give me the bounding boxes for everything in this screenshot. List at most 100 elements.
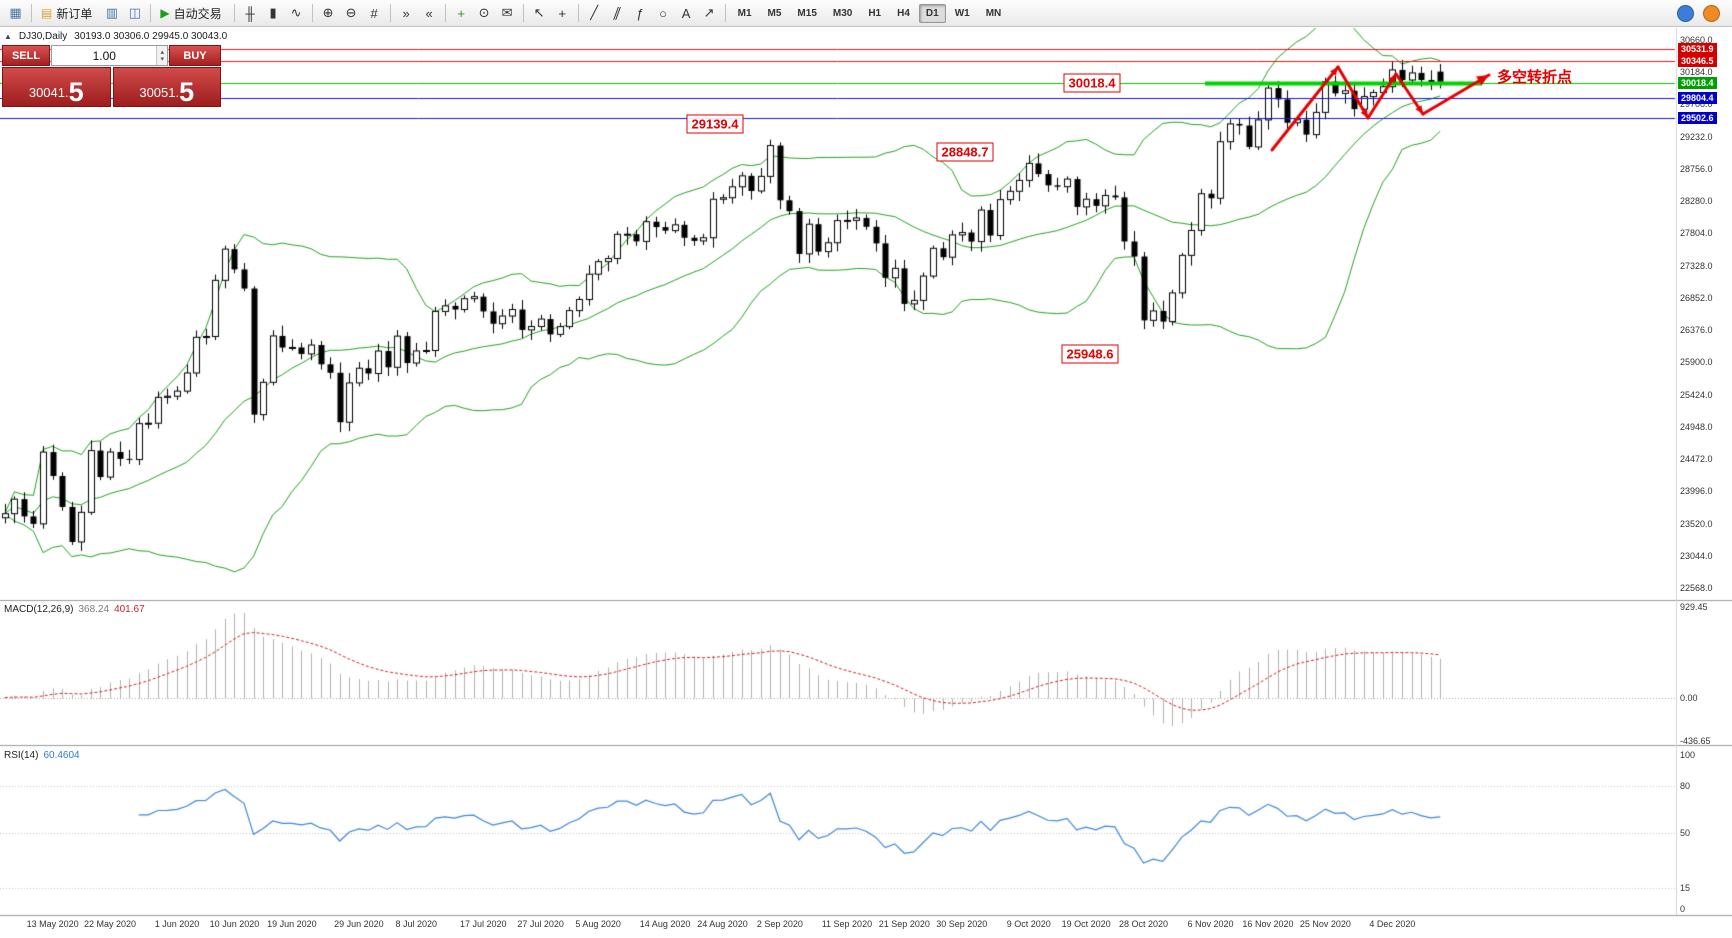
fibonacci-icon-glyph-icon: ƒ: [636, 5, 644, 21]
price-callout: 28848.7: [936, 142, 994, 162]
channel-icon-glyph-icon: ∥: [611, 5, 624, 20]
toolbar: ▦ ▤ 新订单 ▥ ◫ ▶ 自动交易 ╫ ▮ ∿ ⊕ ⊖ # » « + ⊙ ✉ ↖ + ╱ ∥ ƒ ○ A ↗ M1 M5 M15 M3…: [0, 0, 1732, 27]
price-level-label: 30531.9: [1678, 42, 1717, 55]
ohlc-values: 30193.0 30306.0 29945.0 30043.0: [74, 31, 228, 42]
trendline-icon[interactable]: ╱: [584, 3, 605, 23]
rsi-axis[interactable]: 100 80 50 15 0: [1676, 746, 1732, 915]
text-icon[interactable]: A: [676, 3, 697, 23]
macd-indicator-label: MACD(12,26,9) 368.24 401.67: [4, 604, 145, 615]
channel-icon[interactable]: ∥: [607, 3, 628, 23]
price-callout: 29139.4: [686, 114, 744, 134]
date-label: 28 Oct 2020: [1119, 919, 1169, 929]
price-tick-label: 27804.0: [1680, 228, 1713, 239]
price-level-label: 29502.6: [1678, 112, 1717, 125]
charts-grid-icon[interactable]: ▦: [5, 3, 26, 23]
lot-size-input[interactable]: [52, 46, 157, 65]
new-chart-icon[interactable]: ◫: [124, 3, 145, 23]
timeframe-h1-button[interactable]: H1: [868, 7, 882, 19]
buy-price[interactable]: 30051. 5: [112, 67, 221, 107]
autotrading-button[interactable]: ▶ 自动交易: [156, 3, 228, 24]
macd-name: MACD(12,26,9): [4, 604, 74, 615]
date-label: 21 Sep 2020: [878, 919, 930, 929]
date-label: 30 Sep 2020: [936, 919, 988, 929]
toolbar-separator: [444, 4, 446, 22]
toolbar-separator: [389, 4, 391, 22]
chart-shift-icon[interactable]: «: [419, 3, 440, 23]
new-order-button-label: 新订单: [56, 6, 93, 21]
price-tick-label: 25900.0: [1680, 357, 1713, 368]
macd-axis[interactable]: 929.45 0.00 -436.65: [1676, 601, 1732, 746]
crosshair-icon-glyph-icon: +: [558, 5, 566, 21]
timeframe-w1-button[interactable]: W1: [954, 7, 970, 19]
price-callout: 30018.4: [1063, 73, 1121, 93]
templates-icon[interactable]: ✉: [497, 3, 518, 23]
toolbar-separator: [150, 4, 152, 22]
price-tick-label: 23996.0: [1680, 486, 1713, 497]
timeframe-m15-button[interactable]: M15: [797, 7, 817, 19]
trade-controls-row: SELL ▴▾ BUY: [2, 45, 221, 66]
cursor-icon[interactable]: ↖: [529, 3, 550, 23]
fibonacci-icon[interactable]: ƒ: [630, 3, 651, 23]
line-chart-icon-glyph-icon: ∿: [290, 5, 302, 20]
date-label: 2 Sep 2020: [756, 919, 803, 929]
lot-size-field[interactable]: ▴▾: [51, 45, 168, 66]
indicators-icon[interactable]: +: [451, 3, 472, 23]
notification-icon[interactable]: [1703, 4, 1720, 22]
price-axis[interactable]: 30660.0 30184.0 29708.0 29232.0 28756.0 28280…: [1676, 28, 1732, 600]
date-label: 17 Jul 2020: [459, 919, 507, 929]
line-chart-icon[interactable]: ∿: [286, 3, 307, 23]
price-level-label: 30018.4: [1678, 77, 1717, 90]
arrows-tool-icon[interactable]: ↗: [699, 3, 720, 23]
one-click-trading-panel: SELL ▴▾ BUY 30041.5 30051.5: [2, 45, 221, 107]
new-order-button[interactable]: ▤ 新订单: [37, 3, 99, 24]
symbol-header: ▲ DJ30,Daily 30193.0 30306.0 29945.0 300…: [4, 31, 227, 42]
auto-scroll-icon-glyph-icon: »: [402, 5, 410, 21]
new-chart-icon-glyph-icon: ◫: [128, 5, 141, 20]
one-click-collapse-icon[interactable]: ▲: [4, 32, 12, 41]
grid-icon-glyph-icon: #: [370, 5, 378, 21]
timeframe-m30-button[interactable]: M30: [832, 7, 853, 19]
autotrading-button-label: 自动交易: [173, 6, 222, 21]
price-tick-label: 29708.0: [1680, 99, 1713, 110]
lot-increment-icon[interactable]: ▴: [160, 48, 164, 56]
zoom-in-icon[interactable]: ⊕: [318, 3, 339, 23]
toolbar-separator: [233, 4, 235, 22]
shapes-icon-glyph-icon: ○: [659, 5, 668, 21]
shapes-icon[interactable]: ○: [653, 3, 674, 23]
autotrading-glyph-icon: ▶: [160, 6, 170, 20]
candlestick-chart-icon[interactable]: ▮: [263, 3, 284, 23]
periods-icon[interactable]: ⊙: [474, 3, 495, 23]
lot-stepper[interactable]: ▴ ▾: [156, 46, 167, 65]
crosshair-icon[interactable]: +: [552, 3, 573, 23]
timeframe-d1-button[interactable]: D1: [918, 3, 946, 23]
timeframe-m5-button[interactable]: M5: [767, 7, 782, 19]
time-axis[interactable]: 13 May 2020 22 May 2020 1 Jun 2020 10 Jun 2…: [0, 916, 1675, 938]
timeframe-m1-button[interactable]: M1: [737, 7, 752, 19]
bar-chart-icon[interactable]: ╫: [240, 3, 261, 23]
timeframe-h4-button[interactable]: H4: [897, 7, 910, 19]
zoom-out-icon[interactable]: ⊖: [341, 3, 362, 23]
sell-price[interactable]: 30041. 5: [2, 67, 111, 107]
zoom-in-icon-glyph-icon: ⊕: [322, 5, 334, 20]
auto-scroll-icon[interactable]: »: [396, 3, 417, 23]
chart-profiles-icon-glyph-icon: ▥: [105, 5, 118, 20]
buy-button[interactable]: BUY: [169, 45, 221, 66]
price-tick-label: 23044.0: [1680, 550, 1713, 561]
chart-profiles-icon[interactable]: ▥: [101, 3, 122, 23]
buy-price-big-digit: 5: [179, 77, 195, 107]
rsi-scale-label: 0: [1680, 904, 1686, 914]
price-tick-label: 29232.0: [1680, 131, 1713, 142]
timeframe-mn-button[interactable]: MN: [985, 7, 1002, 19]
arrows-tool-icon-glyph-icon: ↗: [703, 5, 715, 20]
price-callout: 25948.6: [1061, 344, 1119, 364]
date-label: 1 Jun 2020: [154, 919, 200, 929]
lot-decrement-icon[interactable]: ▾: [160, 55, 164, 63]
macd-scale-label: 0.00: [1680, 692, 1698, 703]
community-icon[interactable]: [1677, 4, 1694, 22]
grid-icon[interactable]: #: [364, 3, 385, 23]
date-label: 4 Dec 2020: [1369, 919, 1416, 929]
sell-button[interactable]: SELL: [2, 45, 50, 66]
toolbar-separator: [31, 4, 32, 22]
